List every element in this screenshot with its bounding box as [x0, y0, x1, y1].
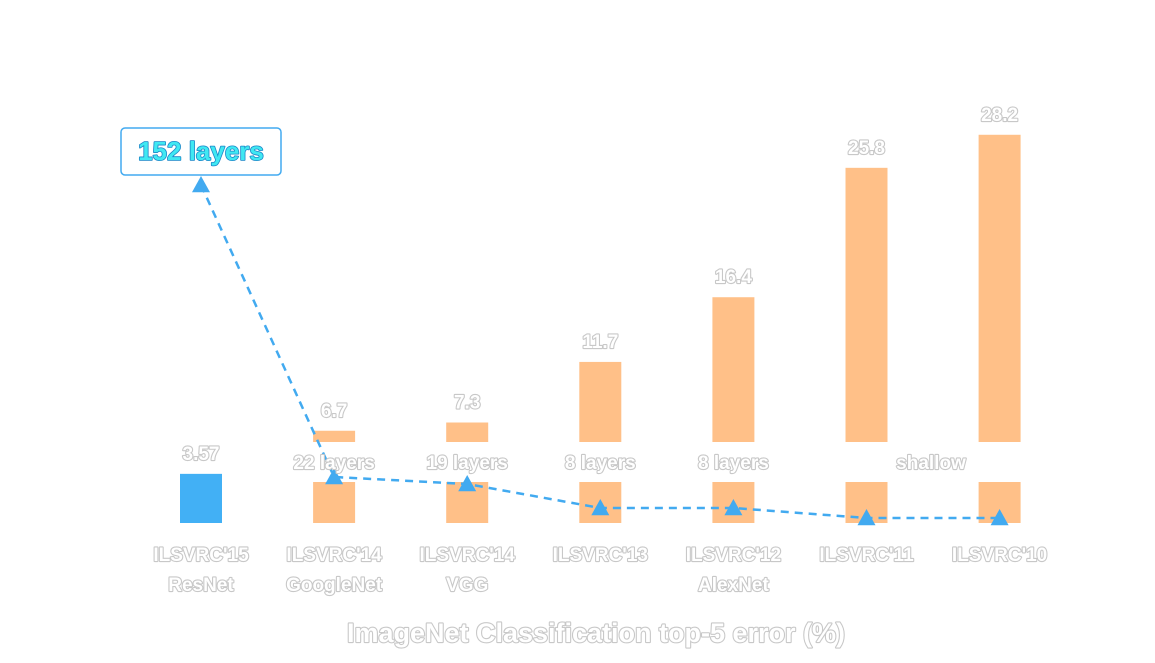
- value-label-6: 28.2: [981, 105, 1018, 126]
- category-label-0: ILSVRC'15: [153, 545, 249, 566]
- category-sublabel-4: AlexNet: [698, 575, 769, 596]
- value-label-0: 3.57: [183, 444, 220, 465]
- callout-depth-label: 152 layers: [138, 136, 264, 166]
- category-sublabel-1: GoogleNet: [286, 575, 383, 596]
- bar-2-upper: [446, 422, 489, 442]
- depth-labels: 22 layers 19 layers 8 layers 8 layers shallo…: [292, 452, 967, 475]
- depth-label-2: 19 layers: [427, 453, 508, 474]
- depth-label-4: 8 layers: [698, 453, 769, 474]
- value-label-4: 16.4: [715, 267, 752, 288]
- bar-3-upper: [579, 361, 622, 442]
- depth-marker-3: [591, 499, 610, 516]
- value-labels: 3.57 6.7 7.3 11.7 16.4 25.8 28.2: [181, 104, 1019, 466]
- bar-5-upper: [845, 167, 888, 442]
- value-label-3: 11.7: [582, 332, 618, 353]
- category-labels: ILSVRC'15 ResNet ILSVRC'14 GoogleNet ILSVRC'…: [152, 544, 1048, 597]
- depth-label-1: 22 layers: [293, 453, 374, 474]
- category-label-3: ILSVRC'13: [553, 545, 648, 566]
- depth-marker-0: [192, 176, 210, 193]
- bar-1-lower: [313, 482, 356, 523]
- depth-marker-2: [458, 475, 477, 492]
- bar-1-upper: [313, 430, 356, 442]
- category-label-1: ILSVRC'14: [286, 545, 382, 566]
- bar-6-upper: [978, 134, 1021, 442]
- depth-marker-1: [325, 468, 344, 485]
- bar-0: [180, 473, 222, 523]
- bar-4-upper: [712, 297, 755, 442]
- category-label-2: ILSVRC'14: [420, 545, 516, 566]
- category-sublabel-0: ResNet: [168, 575, 234, 596]
- category-label-4: ILSVRC'12: [686, 545, 781, 566]
- value-label-5: 25.8: [848, 138, 885, 159]
- category-sublabel-2: VGG: [446, 575, 488, 596]
- depth-trend: [192, 176, 1009, 526]
- bars: [180, 134, 1021, 523]
- category-label-5: ILSVRC'11: [819, 545, 914, 566]
- depth-label-3: 8 layers: [565, 453, 636, 474]
- depth-marker-6: [990, 509, 1009, 526]
- chart-title: ImageNet Classification top-5 error (%): [347, 618, 845, 648]
- value-label-1: 6.7: [321, 401, 347, 422]
- callout-box: [120, 127, 282, 176]
- depth-marker-4: [724, 499, 743, 516]
- callout-152-layers: 152 layers: [120, 127, 282, 176]
- depth-marker-5: [857, 509, 876, 526]
- category-label-6: ILSVRC'10: [952, 545, 1047, 566]
- value-label-2: 7.3: [454, 393, 480, 414]
- depth-label-6: shallow: [896, 453, 966, 474]
